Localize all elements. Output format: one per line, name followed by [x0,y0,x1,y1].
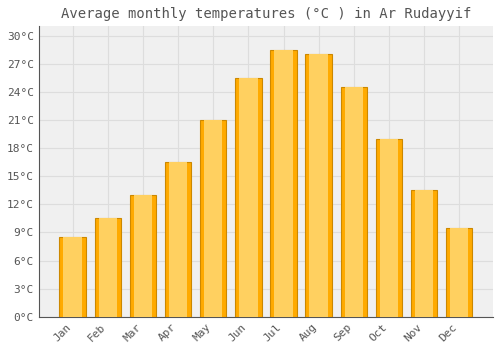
Bar [306,54,332,317]
Bar [204,120,223,317]
Bar [411,190,438,317]
Bar [450,228,468,317]
Bar [169,162,188,317]
Bar [376,139,402,317]
Bar [200,120,226,317]
Bar [344,87,363,317]
Bar [64,237,82,317]
Bar [270,50,296,317]
Bar [60,237,86,317]
Bar [446,228,472,317]
Bar [380,139,398,317]
Bar [165,162,191,317]
Bar [134,195,152,317]
Bar [415,190,434,317]
Bar [239,78,258,317]
Bar [235,78,262,317]
Bar [310,54,328,317]
Bar [274,50,292,317]
Bar [98,218,117,317]
Bar [340,87,367,317]
Bar [94,218,121,317]
Title: Average monthly temperatures (°C ) in Ar Rudayyif: Average monthly temperatures (°C ) in Ar… [60,7,471,21]
Bar [130,195,156,317]
